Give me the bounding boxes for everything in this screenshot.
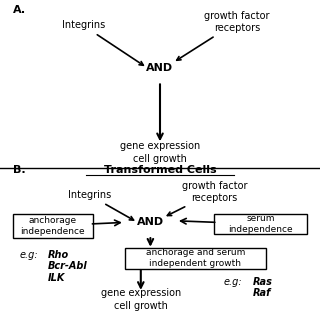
Text: Transformed Cells: Transformed Cells [104, 165, 216, 175]
Text: anchorage and serum
independent growth: anchorage and serum independent growth [146, 248, 245, 268]
Text: gene expression
cell growth: gene expression cell growth [120, 141, 200, 164]
Text: AND: AND [147, 63, 173, 73]
Text: gene expression
cell growth: gene expression cell growth [101, 288, 181, 311]
Text: Bcr-Abl: Bcr-Abl [48, 261, 88, 271]
FancyBboxPatch shape [13, 214, 93, 238]
FancyBboxPatch shape [214, 214, 307, 234]
Text: AND: AND [137, 217, 164, 228]
Text: Raf: Raf [253, 288, 271, 298]
Text: growth factor
receptors: growth factor receptors [177, 11, 269, 60]
Text: Integrins: Integrins [68, 190, 133, 220]
Text: B.: B. [13, 165, 25, 175]
Text: A.: A. [13, 5, 26, 15]
Text: Rho: Rho [48, 250, 69, 260]
Text: growth factor
receptors: growth factor receptors [167, 181, 247, 216]
Text: e.g:: e.g: [19, 250, 38, 260]
Text: ILK: ILK [48, 273, 65, 283]
Text: e.g:: e.g: [224, 277, 243, 287]
Text: Integrins: Integrins [61, 20, 143, 65]
Text: anchorage
independence: anchorage independence [20, 216, 85, 236]
Text: serum
independence: serum independence [228, 214, 293, 234]
Text: Ras: Ras [253, 277, 273, 287]
FancyBboxPatch shape [125, 248, 266, 269]
